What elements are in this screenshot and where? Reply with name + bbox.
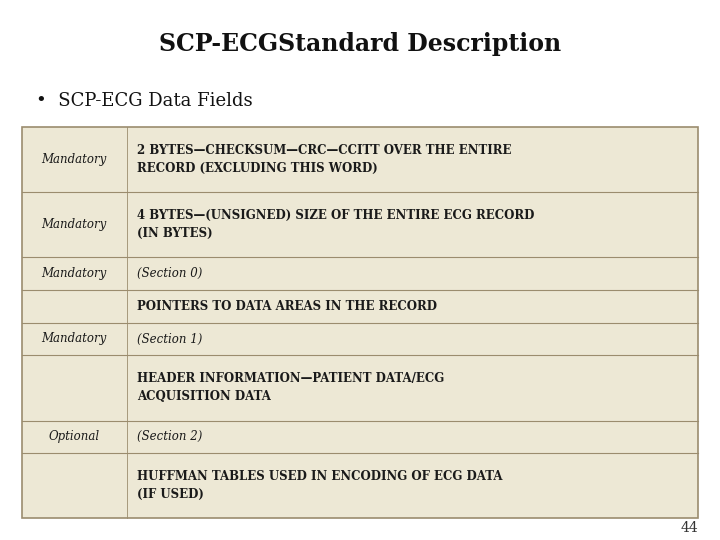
Text: HUFFMAN TABLES USED IN ENCODING OF ECG DATA
(IF USED): HUFFMAN TABLES USED IN ENCODING OF ECG D… <box>137 470 502 501</box>
Text: Optional: Optional <box>48 430 99 443</box>
Text: (Section 1): (Section 1) <box>137 333 202 346</box>
Text: (Section 2): (Section 2) <box>137 430 202 443</box>
Text: 2 BYTES—CHECKSUM—CRC—CCITT OVER THE ENTIRE
RECORD (EXCLUDING THIS WORD): 2 BYTES—CHECKSUM—CRC—CCITT OVER THE ENTI… <box>137 144 511 175</box>
Text: POINTERS TO DATA AREAS IN THE RECORD: POINTERS TO DATA AREAS IN THE RECORD <box>137 300 436 313</box>
Text: HEADER INFORMATION—PATIENT DATA/ECG
ACQUISITION DATA: HEADER INFORMATION—PATIENT DATA/ECG ACQU… <box>137 373 444 403</box>
Text: Mandatory: Mandatory <box>42 218 107 231</box>
Text: (Section 0): (Section 0) <box>137 267 202 280</box>
Text: 44: 44 <box>680 521 698 535</box>
Text: Mandatory: Mandatory <box>42 153 107 166</box>
Text: 4 BYTES—(UNSIGNED) SIZE OF THE ENTIRE ECG RECORD
(IN BYTES): 4 BYTES—(UNSIGNED) SIZE OF THE ENTIRE EC… <box>137 210 534 240</box>
Text: SCP-ECGStandard Description: SCP-ECGStandard Description <box>159 32 561 56</box>
Bar <box>22 127 698 518</box>
Text: •  SCP-ECG Data Fields: • SCP-ECG Data Fields <box>36 92 253 110</box>
Text: Mandatory: Mandatory <box>42 267 107 280</box>
Text: Mandatory: Mandatory <box>42 333 107 346</box>
Bar <box>22 127 698 518</box>
